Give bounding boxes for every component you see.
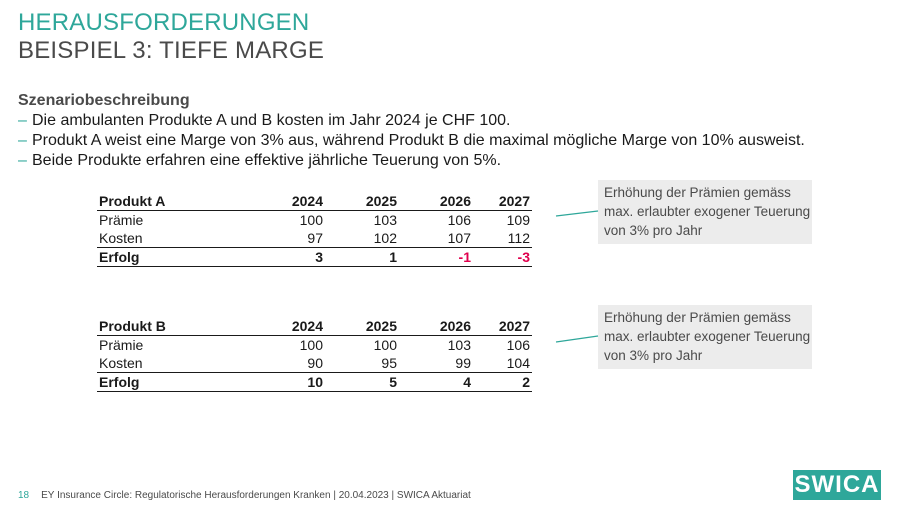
table-cell: 4 <box>399 372 473 392</box>
year-header: 2025 <box>325 317 399 336</box>
connector-line-b <box>555 335 599 343</box>
year-header: 2024 <box>251 317 325 336</box>
row-label: Kosten <box>99 355 143 371</box>
connector-line-a <box>555 210 599 217</box>
table-cell: 2 <box>473 372 532 392</box>
table-cell: 107 <box>447 230 471 246</box>
row-label: Prämie <box>99 212 144 228</box>
year-header: 2027 <box>473 317 532 336</box>
table-product-b: Produkt B 2024 2025 2026 2027 Prämie 100… <box>97 317 532 392</box>
list-item: – Produkt A weist eine Marge von 3% aus, … <box>18 132 805 149</box>
table-cell: 5 <box>325 372 399 392</box>
table-cell: 112 <box>507 230 530 246</box>
table-cell: 1 <box>325 247 399 267</box>
table-cell: 106 <box>447 212 471 228</box>
table-cell: 10 <box>251 372 325 392</box>
table-cell: 97 <box>307 230 323 246</box>
list-item: – Beide Produkte erfahren eine effektive … <box>18 152 502 169</box>
callout-note-b: Erhöhung der Prämien gemäss max. erlaubt… <box>598 305 812 369</box>
table-cell: 106 <box>506 337 530 353</box>
year-header: 2026 <box>399 317 473 336</box>
year-header: 2024 <box>251 192 325 211</box>
table-product-label: Produkt B <box>97 317 251 336</box>
year-header: 2026 <box>399 192 473 211</box>
table-cell: 102 <box>373 230 397 246</box>
table-product-a: Produkt A 2024 2025 2026 2027 Prämie 100… <box>97 192 532 267</box>
table-cell-negative: -1 <box>399 247 473 267</box>
row-label: Erfolg <box>97 247 251 267</box>
table-row: Kosten 90 95 99 104 <box>97 354 532 373</box>
table-header-row: Produkt B 2024 2025 2026 2027 <box>97 317 532 336</box>
scenario-bullet-list: – Die ambulanten Produkte A und B kosten … <box>18 111 805 171</box>
dash-bullet-icon: – <box>18 132 27 149</box>
table-row: Prämie 100 103 106 109 <box>97 211 532 230</box>
dash-bullet-icon: – <box>18 112 27 129</box>
row-label: Prämie <box>99 337 144 353</box>
table-cell: 109 <box>506 212 530 228</box>
table-cell: 100 <box>299 337 323 353</box>
table-cell: 95 <box>381 355 397 371</box>
table-cell: 3 <box>251 247 325 267</box>
table-cell: 90 <box>307 355 323 371</box>
page-number: 18 <box>18 490 30 501</box>
footer-text: EY Insurance Circle: Regulatorische Hera… <box>41 490 471 501</box>
year-header: 2025 <box>325 192 399 211</box>
title-line-1: HERAUSFORDERUNGEN <box>18 9 310 36</box>
table-header-row: Produkt A 2024 2025 2026 2027 <box>97 192 532 211</box>
list-item: – Die ambulanten Produkte A und B kosten … <box>18 112 511 129</box>
table-row: Kosten 97 102 107 112 <box>97 229 532 248</box>
callout-note-a: Erhöhung der Prämien gemäss max. erlaubt… <box>598 180 812 244</box>
table-result-row: Erfolg 10 5 4 2 <box>97 372 532 392</box>
table-cell: 104 <box>506 355 530 371</box>
scenario-heading: Szenariobeschreibung <box>18 92 190 109</box>
table-cell-negative: -3 <box>473 247 532 267</box>
table-cell: 100 <box>299 212 323 228</box>
year-header: 2027 <box>473 192 532 211</box>
table-product-label: Produkt A <box>97 192 251 211</box>
table-result-row: Erfolg 3 1 -1 -3 <box>97 247 532 267</box>
table-cell: 100 <box>373 337 397 353</box>
footer: 18 EY Insurance Circle: Regulatorische He… <box>18 490 471 501</box>
title-line-2: BEISPIEL 3: TIEFE MARGE <box>18 37 325 64</box>
swica-logo: SWICA <box>793 470 881 500</box>
row-label: Kosten <box>99 230 143 246</box>
table-cell: 99 <box>455 355 471 371</box>
logo-text: SWICA <box>794 471 880 498</box>
row-label: Erfolg <box>97 372 251 392</box>
dash-bullet-icon: – <box>18 152 27 169</box>
table-row: Prämie 100 100 103 106 <box>97 336 532 355</box>
table-cell: 103 <box>373 212 397 228</box>
table-cell: 103 <box>447 337 471 353</box>
